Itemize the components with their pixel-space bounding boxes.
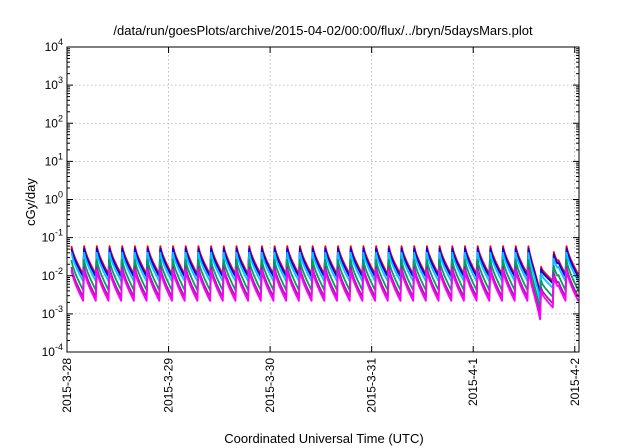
x-tick-label: 2015-3-29: [162, 358, 176, 413]
x-tick-label: 2015-4-2: [568, 358, 582, 406]
x-tick-label: 2015-3-28: [60, 358, 74, 413]
grid-lines: [67, 47, 579, 352]
x-tick-label: 2015-4-1: [466, 358, 480, 406]
x-tick-label: 2015-3-31: [365, 358, 379, 413]
y-tick-label: 104: [45, 37, 63, 54]
y-tick-label: 103: [45, 75, 63, 92]
y-tick-label: 100: [45, 190, 63, 207]
x-tick-label: 2015-3-30: [263, 358, 277, 413]
chart-title: /data/run/goesPlots/archive/2015-04-02/0…: [113, 23, 533, 38]
y-tick-label: 10-2: [42, 266, 63, 283]
y-tick-label: 101: [45, 151, 63, 168]
y-tick-label: 10-3: [42, 304, 63, 321]
series-group: [70, 245, 579, 321]
y-axis: 10-4 10-3 10-2 10-1 100 101 102 103 104: [42, 37, 579, 359]
x-axis-label: Coordinated Universal Time (UTC): [224, 431, 423, 446]
series-line-6: [70, 269, 579, 321]
y-tick-label: 10-1: [42, 228, 63, 245]
x-axis: 2015-3-28 2015-3-29 2015-3-30 2015-3-31 2015…: [60, 47, 582, 413]
y-tick-label: 10-4: [42, 342, 63, 359]
y-axis-label: cGy/day: [23, 178, 38, 226]
y-tick-label: 102: [45, 113, 63, 130]
